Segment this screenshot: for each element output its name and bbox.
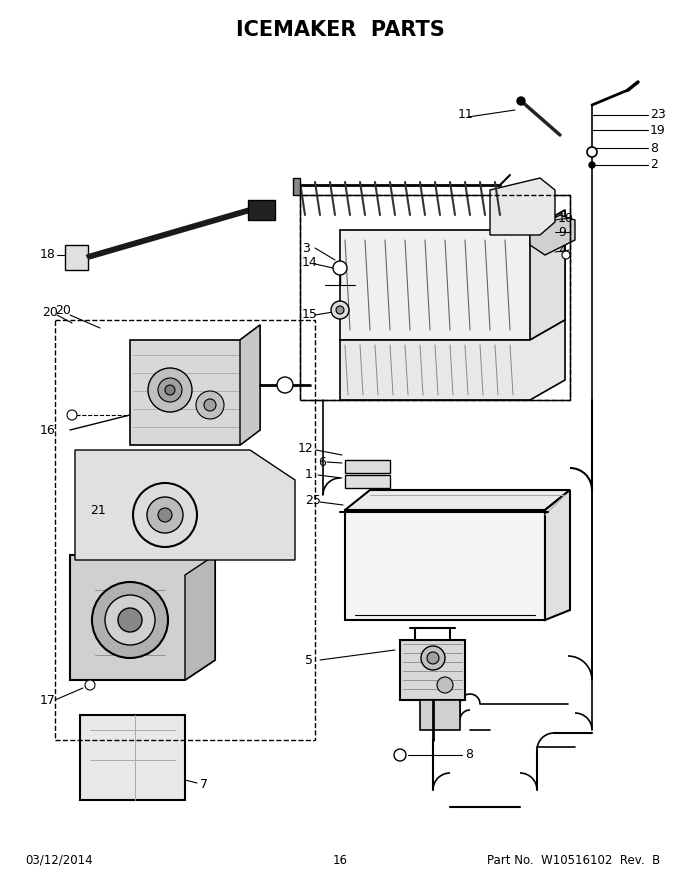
Polygon shape <box>345 475 390 488</box>
Circle shape <box>204 399 216 411</box>
Text: Part No.  W10516102  Rev.  B: Part No. W10516102 Rev. B <box>487 854 660 867</box>
Polygon shape <box>345 490 570 510</box>
Circle shape <box>92 582 168 658</box>
Text: 4: 4 <box>558 244 566 256</box>
Circle shape <box>336 306 344 314</box>
Circle shape <box>333 261 347 275</box>
Polygon shape <box>185 555 215 680</box>
Circle shape <box>421 646 445 670</box>
Circle shape <box>165 385 175 395</box>
Text: 3: 3 <box>302 241 310 254</box>
Bar <box>55 320 315 740</box>
Circle shape <box>158 508 172 522</box>
Text: 8: 8 <box>465 749 473 761</box>
Circle shape <box>118 608 142 632</box>
Circle shape <box>394 749 406 761</box>
Text: 25: 25 <box>305 494 321 507</box>
Circle shape <box>437 677 453 693</box>
Polygon shape <box>65 245 88 270</box>
Polygon shape <box>530 215 575 255</box>
Polygon shape <box>75 450 295 560</box>
Circle shape <box>427 652 439 664</box>
Text: 1: 1 <box>305 468 313 481</box>
Polygon shape <box>240 325 260 445</box>
Circle shape <box>147 497 183 533</box>
Circle shape <box>105 595 155 645</box>
Text: 15: 15 <box>302 309 318 321</box>
Polygon shape <box>248 200 275 220</box>
Text: 14: 14 <box>302 256 318 269</box>
Polygon shape <box>400 640 465 700</box>
Circle shape <box>517 97 525 105</box>
Text: 11: 11 <box>458 108 474 121</box>
Text: 23: 23 <box>650 108 666 121</box>
Circle shape <box>196 391 224 419</box>
Text: 19: 19 <box>650 123 666 136</box>
Text: ICEMAKER  PARTS: ICEMAKER PARTS <box>236 20 444 40</box>
Circle shape <box>133 483 197 547</box>
Circle shape <box>277 377 293 393</box>
Text: 8: 8 <box>650 142 658 155</box>
Text: 9: 9 <box>558 225 566 238</box>
Polygon shape <box>340 210 565 340</box>
Text: 16: 16 <box>333 854 347 867</box>
Circle shape <box>67 410 77 420</box>
Text: 5: 5 <box>305 654 313 666</box>
Polygon shape <box>130 325 260 445</box>
Text: 12: 12 <box>298 442 313 454</box>
Text: 20: 20 <box>55 304 71 317</box>
Text: 20: 20 <box>42 306 58 319</box>
Text: 7: 7 <box>200 779 208 791</box>
Circle shape <box>587 147 597 157</box>
Polygon shape <box>80 715 185 800</box>
Text: 17: 17 <box>40 693 56 707</box>
Circle shape <box>589 162 595 168</box>
Polygon shape <box>345 510 545 620</box>
Text: 6: 6 <box>318 456 326 468</box>
Circle shape <box>562 251 570 259</box>
Text: 21: 21 <box>90 503 106 517</box>
Circle shape <box>158 378 182 402</box>
Text: 2: 2 <box>650 158 658 172</box>
Text: 03/12/2014: 03/12/2014 <box>25 854 92 867</box>
Text: 18: 18 <box>40 248 56 261</box>
Polygon shape <box>545 490 570 620</box>
Text: 10: 10 <box>558 211 574 224</box>
Polygon shape <box>490 178 555 235</box>
Polygon shape <box>340 320 565 400</box>
Circle shape <box>148 368 192 412</box>
Text: 16: 16 <box>40 423 56 436</box>
Polygon shape <box>530 210 565 340</box>
Polygon shape <box>420 700 460 730</box>
Polygon shape <box>345 460 390 473</box>
Circle shape <box>331 301 349 319</box>
Polygon shape <box>293 178 300 195</box>
Circle shape <box>85 680 95 690</box>
Polygon shape <box>70 555 215 680</box>
